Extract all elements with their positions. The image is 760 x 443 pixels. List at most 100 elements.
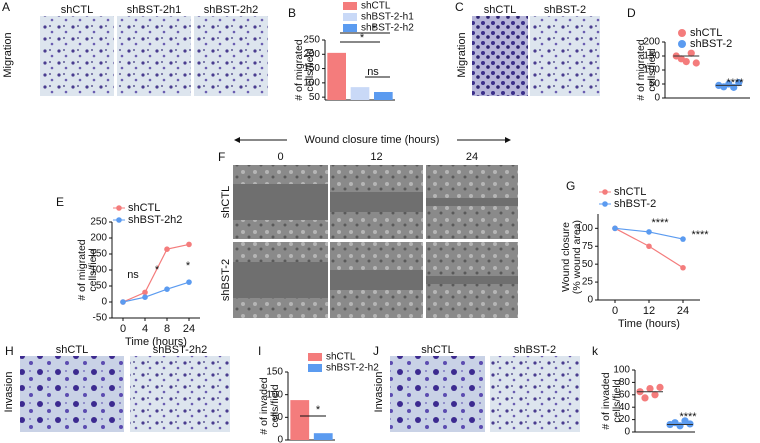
point xyxy=(641,394,649,402)
side-label: Migration xyxy=(2,32,14,77)
y-tick-label: 100 xyxy=(576,223,593,234)
image-label: shCTL xyxy=(61,4,93,16)
point xyxy=(646,229,652,235)
y-tick-label: 25 xyxy=(582,277,594,288)
wound-title: Wound closure time (hours) xyxy=(305,134,440,146)
y-tick-label: 20 xyxy=(619,414,631,425)
y-tick-label: 200 xyxy=(643,37,660,48)
annotation: * xyxy=(360,32,365,44)
legend-label: shCTL xyxy=(690,27,722,39)
panel-letter: D xyxy=(627,6,636,20)
side-label: Migration xyxy=(456,32,468,77)
image-label: shCTL xyxy=(484,4,516,16)
micrograph xyxy=(40,16,114,96)
image-label: shBST-2 xyxy=(514,344,556,356)
panel-letter: C xyxy=(455,0,464,14)
y-tick-label: 100 xyxy=(643,65,660,76)
legend-marker xyxy=(116,205,122,211)
micrograph xyxy=(117,16,191,96)
y-axis-label: cells/field xyxy=(269,384,281,427)
annotation: * xyxy=(316,404,321,416)
legend-label: shBST-2-h1 xyxy=(361,12,414,23)
y-axis-label: (% wound area) xyxy=(571,220,583,294)
wound-gap xyxy=(330,192,423,212)
y-axis-label: # of migrated xyxy=(635,39,647,100)
wound-gap xyxy=(426,198,518,206)
legend-swatch xyxy=(343,24,357,32)
annotation: * xyxy=(155,264,160,276)
series-line xyxy=(122,281,190,303)
panel-letter: I xyxy=(258,344,261,358)
row-label: shBST-2 xyxy=(220,259,232,301)
micrograph xyxy=(530,16,600,96)
panel-letter: F xyxy=(218,150,225,164)
point xyxy=(646,385,654,393)
y-tick-label: 200 xyxy=(90,233,107,244)
legend-label: shBST-2 xyxy=(614,198,656,210)
wound-gap xyxy=(233,262,328,298)
legend-label: shBST-2-h2 xyxy=(361,23,414,34)
legend-marker xyxy=(116,217,122,223)
image-label: shBST-2h2 xyxy=(153,344,207,356)
point xyxy=(646,243,652,250)
legend-label: shCTL xyxy=(128,202,160,214)
y-tick-label: 50 xyxy=(309,92,321,103)
legend-label: shCTL xyxy=(326,352,356,363)
point xyxy=(186,279,192,285)
point xyxy=(651,391,659,399)
image-label: shBST-2h1 xyxy=(127,4,181,16)
annotation: **** xyxy=(679,411,697,423)
y-tick-label: 0 xyxy=(624,427,630,438)
panel-letter: A xyxy=(2,0,10,14)
image-label: shBST-2h2 xyxy=(204,4,258,16)
point xyxy=(142,289,148,296)
y-tick-label: -50 xyxy=(93,313,108,324)
y-axis-label: # of invaded xyxy=(600,372,612,429)
bar xyxy=(290,400,310,440)
y-tick-label: 0 xyxy=(587,295,593,306)
column-label: 12 xyxy=(370,151,382,163)
annotation: **** xyxy=(651,217,669,229)
image-label: shCTL xyxy=(56,344,88,356)
y-tick-label: 40 xyxy=(619,402,631,413)
column-label: 24 xyxy=(466,151,478,163)
point xyxy=(656,383,664,391)
y-tick-label: 250 xyxy=(303,35,320,46)
micrograph xyxy=(130,356,230,432)
y-axis-label: Wound closure xyxy=(560,222,572,292)
point xyxy=(680,264,686,271)
legend-label: shCTL xyxy=(361,1,391,12)
legend-swatch xyxy=(308,353,322,361)
y-tick-label: 150 xyxy=(303,63,320,74)
side-label: Invasion xyxy=(373,372,385,413)
x-tick-label: 24 xyxy=(677,305,689,317)
point xyxy=(164,286,170,293)
legend-marker xyxy=(602,189,608,195)
x-axis-label: Time (hours) xyxy=(618,318,680,330)
legend-label: shBST-2h2 xyxy=(128,214,182,226)
micrograph xyxy=(472,16,528,96)
y-tick-label: 100 xyxy=(90,265,107,276)
panel-letter: H xyxy=(5,344,14,358)
column-label: 0 xyxy=(277,151,283,163)
x-tick-label: 0 xyxy=(612,305,618,317)
y-axis-label: # of migrated xyxy=(76,239,88,300)
x-tick-label: 24 xyxy=(183,323,195,335)
panel-letter: E xyxy=(56,195,64,209)
image-label: shCTL xyxy=(421,344,453,356)
x-axis-label: Time (hours) xyxy=(125,336,187,348)
y-tick-label: 0 xyxy=(654,93,660,104)
row-label: shCTL xyxy=(220,186,232,218)
arrow-gap xyxy=(287,133,457,147)
micrograph xyxy=(490,356,580,432)
wound-gap xyxy=(426,276,518,284)
annotation: ns xyxy=(127,269,139,281)
point xyxy=(612,225,618,232)
y-tick-label: 100 xyxy=(303,77,320,88)
y-tick-label: 150 xyxy=(90,249,107,260)
y-tick-label: 250 xyxy=(90,217,107,228)
image-label: shBST-2 xyxy=(544,4,586,16)
y-tick-label: 50 xyxy=(649,79,661,90)
panel-letter: B xyxy=(288,6,296,20)
